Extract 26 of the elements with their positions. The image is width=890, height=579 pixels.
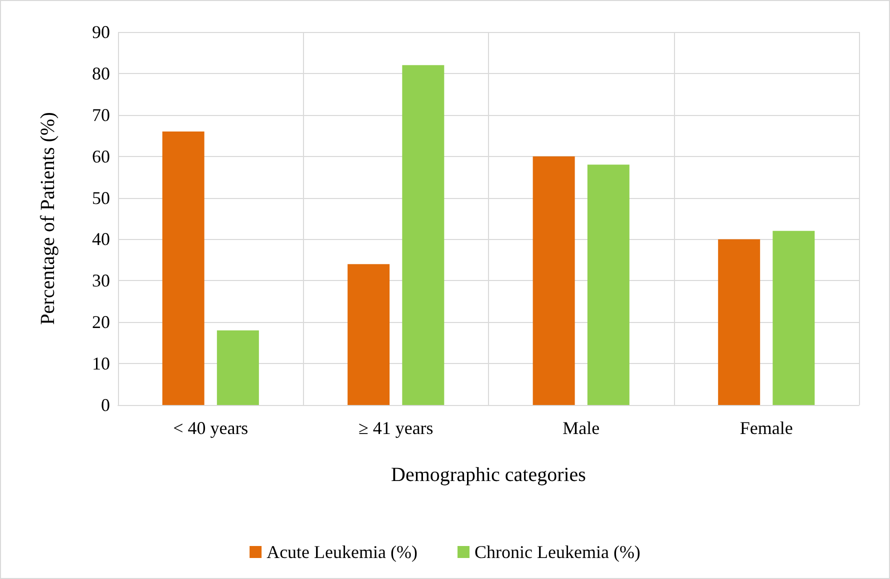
x-axis-title: Demographic categories <box>391 464 586 486</box>
y-tick-label: 0 <box>101 395 110 415</box>
bar <box>402 65 444 405</box>
y-tick-label: 30 <box>92 270 110 291</box>
y-tick-label: 90 <box>92 22 110 42</box>
y-tick-label: 60 <box>92 146 110 166</box>
bar <box>348 264 390 405</box>
x-tick-label: Female <box>740 418 793 438</box>
x-tick-label: Male <box>562 418 600 438</box>
x-tick-label: ≥ 41 years <box>358 418 434 438</box>
legend-label: Chronic Leukemia (%) <box>474 542 640 562</box>
bar <box>162 131 204 405</box>
bar <box>216 330 259 405</box>
y-tick-label: 20 <box>92 312 110 332</box>
y-tick-label: 10 <box>92 354 110 374</box>
bar <box>772 230 815 405</box>
y-axis-title: Percentage of Patients (%) <box>37 112 59 325</box>
bar <box>532 156 575 405</box>
legend-label: Acute Leukemia (%) <box>266 542 418 562</box>
x-tick-label: < 40 years <box>173 418 248 438</box>
bar <box>587 164 630 405</box>
y-tick-label: 70 <box>92 104 110 125</box>
y-tick-label: 80 <box>92 63 110 84</box>
y-tick-label: 50 <box>92 188 110 208</box>
y-tick-label: 40 <box>92 229 110 250</box>
bar <box>718 239 760 405</box>
